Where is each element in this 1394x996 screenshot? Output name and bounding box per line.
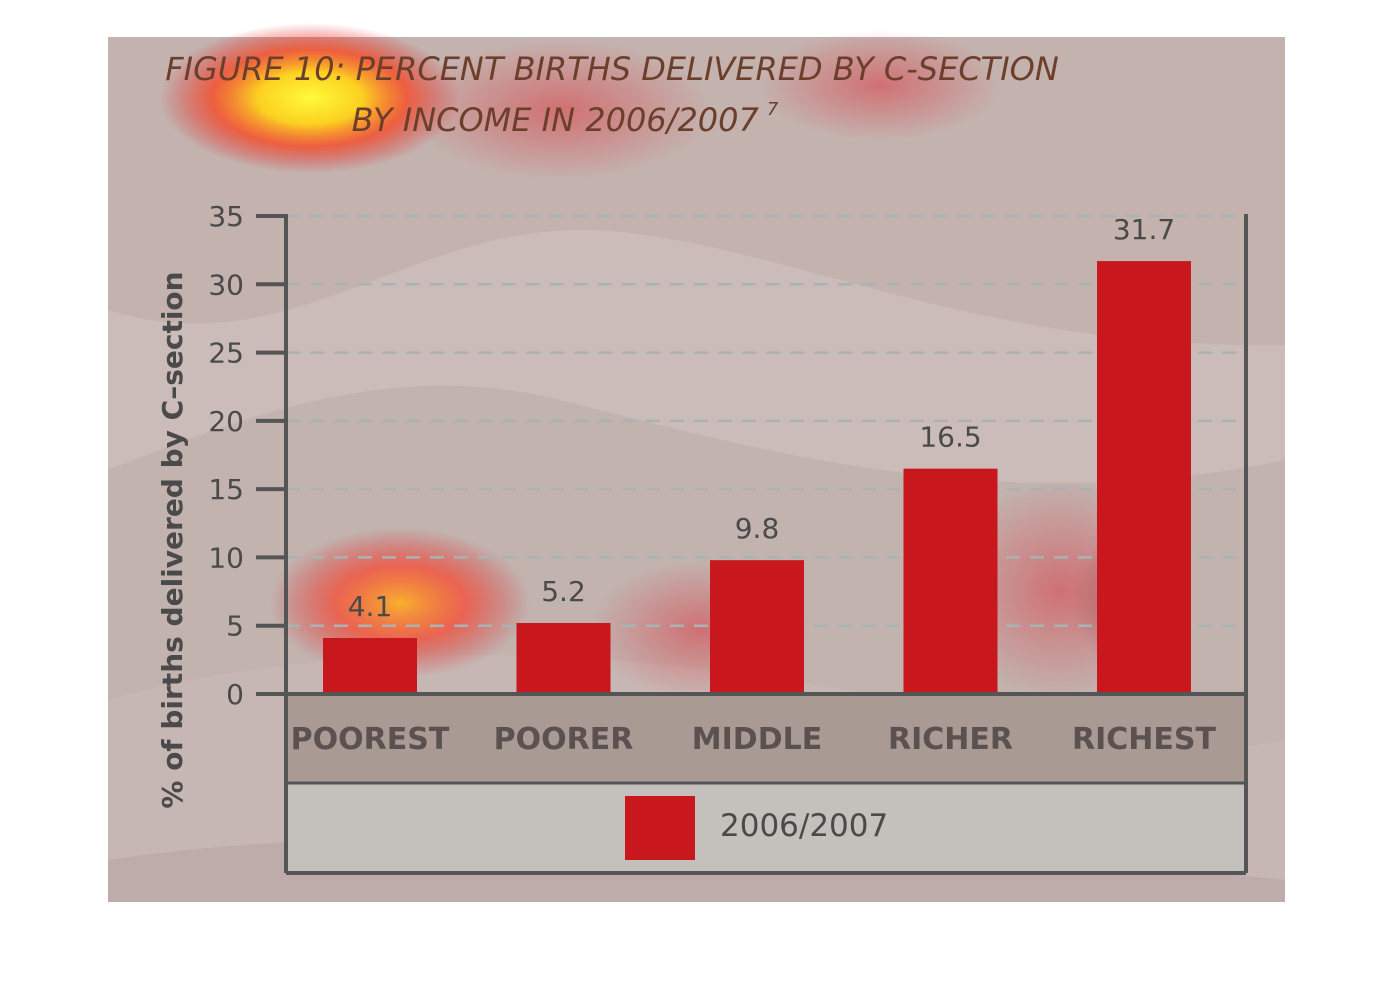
legend-label: 2006/2007 [720, 808, 888, 844]
gridlines [286, 214, 1246, 627]
bar-richer [903, 468, 998, 694]
legend: 2006/2007 [625, 796, 888, 860]
bar-poorest [323, 638, 417, 694]
y-axis-ticks: 0 5 10 15 20 25 30 35 [208, 200, 286, 711]
category-label-richest: RICHEST [1072, 722, 1216, 757]
y-tick-label: 30 [208, 268, 244, 301]
bar-richest [1097, 261, 1191, 694]
bar-poorer [516, 622, 611, 694]
data-label-middle: 9.8 [735, 512, 780, 545]
bar-middle [710, 560, 804, 694]
category-label-poorest: POOREST [291, 722, 450, 757]
legend-band [286, 783, 1246, 873]
chart-title: FIGURE 10: PERCENT BIRTHS DELIVERED BY C… [165, 50, 1059, 88]
y-tick-label: 35 [208, 200, 244, 233]
chart-subtitle: BY INCOME IN 2006/2007 7 [352, 99, 779, 139]
y-tick-label: 25 [208, 337, 244, 370]
category-label-poorer: POORER [494, 722, 634, 757]
legend-swatch [625, 796, 695, 860]
data-label-poorer: 5.2 [541, 575, 586, 608]
title-footnote-mark: 7 [767, 99, 779, 120]
data-label-richer: 16.5 [919, 421, 981, 454]
category-band [286, 694, 1246, 783]
y-tick-label: 5 [226, 610, 244, 643]
category-labels: POOREST POORER MIDDLE RICHER RICHEST [291, 722, 1217, 757]
y-tick-label: 10 [208, 541, 244, 574]
y-tick-label: 15 [208, 473, 244, 506]
data-label-richest: 31.7 [1113, 213, 1175, 246]
category-label-richer: RICHER [888, 722, 1013, 757]
category-label-middle: MIDDLE [692, 722, 822, 757]
chart-subtitle-text: BY INCOME IN 2006/2007 [352, 101, 760, 139]
data-labels: 4.1 5.2 9.8 16.5 31.7 [348, 213, 1175, 623]
y-tick-label: 20 [208, 405, 244, 438]
data-label-poorest: 4.1 [348, 590, 393, 623]
bar-series [323, 261, 1191, 694]
y-tick-label: 0 [226, 678, 244, 711]
y-axis-label: % of births delivered by C–section [156, 271, 189, 808]
